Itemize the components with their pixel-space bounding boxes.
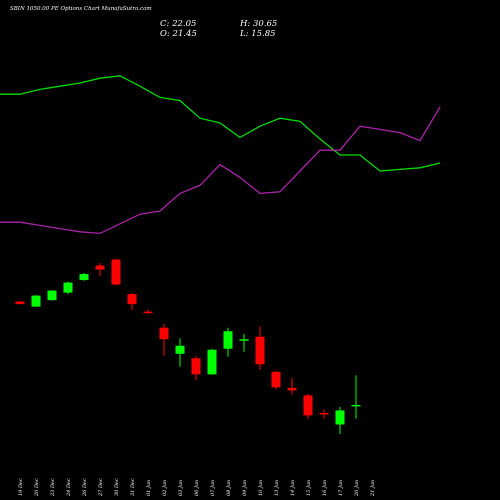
close-value: C: 22.05: [160, 19, 197, 29]
candle-body: [271, 371, 281, 388]
candle-body: [239, 339, 249, 341]
candle-body: [31, 295, 41, 307]
candle: [239, 333, 249, 352]
candle: [175, 338, 185, 367]
x-tick-label: 17 Jan: [338, 480, 344, 496]
candle: [111, 259, 121, 286]
candle: [335, 406, 345, 434]
x-tick-label: 07 Jan: [210, 480, 216, 496]
candle: [127, 293, 137, 311]
x-tick-label: 03 Jan: [178, 480, 184, 496]
candle-body: [335, 410, 345, 425]
candle: [319, 409, 329, 419]
x-tick-label: 02 Jan: [162, 480, 168, 496]
candle: [79, 273, 89, 281]
x-tick-label: 10 Jan: [258, 480, 264, 496]
candle: [63, 281, 73, 295]
candle: [223, 327, 233, 357]
candle-body: [223, 331, 233, 349]
candle: [159, 323, 169, 356]
candle-body: [175, 345, 185, 354]
candle-body: [255, 336, 265, 365]
indicator-line-1: [0, 75, 441, 172]
x-tick-label: 30 Dec: [114, 478, 120, 496]
candle: [15, 300, 25, 305]
low-value: L: 15.85: [240, 29, 276, 39]
x-tick-label: 27 Dec: [98, 478, 104, 497]
indicator-lines: [0, 75, 441, 235]
candle-body: [319, 412, 329, 415]
x-tick-label: 13 Jan: [274, 480, 280, 496]
candle-body: [207, 349, 217, 375]
x-tick-label: 19 Dec: [18, 478, 24, 496]
x-tick-label: 26 Dec: [82, 478, 88, 497]
x-tick-label: 16 Jan: [322, 480, 328, 496]
x-tick-label: 14 Jan: [290, 480, 296, 496]
high-value: H: 30.65: [240, 19, 278, 29]
candle: [351, 375, 361, 419]
x-tick-label: 06 Jan: [194, 480, 200, 496]
indicator-line-2: [0, 106, 441, 235]
x-tick-label: 24 Dec: [66, 478, 72, 497]
x-tick-label: 08 Jan: [226, 480, 232, 496]
candle-body: [15, 301, 25, 305]
x-tick-label: 20 Jan: [354, 480, 360, 497]
candle-body: [143, 311, 153, 314]
candle-body: [95, 265, 105, 270]
x-tick-label: 15 Jan: [306, 480, 312, 496]
candle: [95, 263, 105, 277]
candle-body: [79, 274, 89, 281]
x-tick-label: 09 Jan: [242, 480, 248, 496]
candle-body: [111, 259, 121, 285]
candle: [271, 370, 281, 390]
candle: [303, 393, 313, 419]
candle-body: [47, 290, 57, 301]
candle-body: [303, 395, 313, 416]
candle: [191, 355, 201, 381]
x-axis-labels: 19 Dec 20 Dec 23 Dec 24 Dec 26 Dec 27 Dec 30 D…: [18, 478, 376, 497]
candle-body: [127, 294, 137, 305]
candle: [207, 348, 217, 375]
candle: [47, 290, 57, 301]
candle: [143, 309, 153, 315]
x-tick-label: 20 Dec: [34, 478, 40, 497]
chart-title: SBIN 1050.00 PE Options Chart MunafaSutr…: [10, 6, 152, 12]
x-tick-label: 31 Dec: [130, 478, 136, 496]
candle: [31, 295, 41, 308]
candle: [255, 326, 265, 370]
x-tick-label: 21 Jan: [370, 480, 376, 497]
x-tick-label: 01 Jan: [146, 480, 152, 496]
candle: [287, 377, 297, 395]
candle-body: [191, 358, 201, 375]
x-tick-label: 23 Dec: [50, 478, 56, 497]
candle-body: [159, 327, 169, 340]
candle-body: [287, 387, 297, 391]
candle-body: [63, 282, 73, 293]
candle-body: [351, 404, 361, 407]
candles: [15, 259, 361, 434]
open-value: O: 21.45: [160, 29, 197, 39]
